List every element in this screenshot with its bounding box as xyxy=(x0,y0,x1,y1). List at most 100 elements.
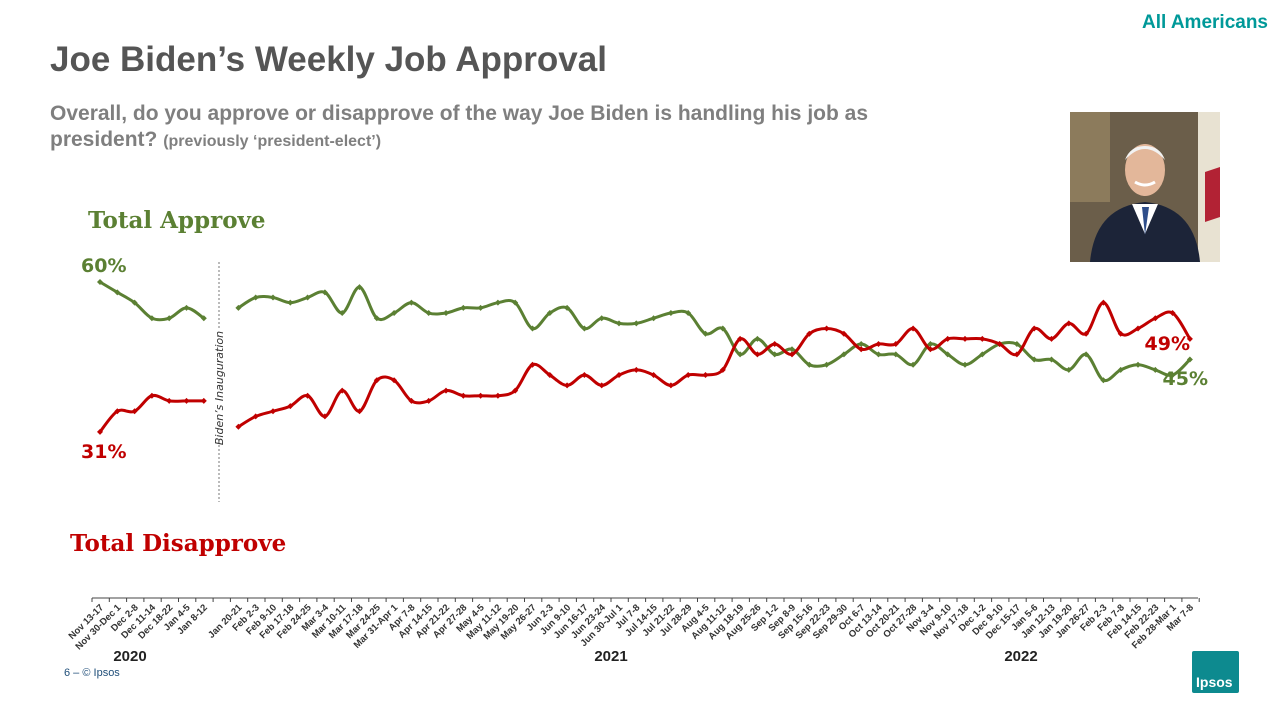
approve-marker xyxy=(702,330,709,337)
approve-marker xyxy=(633,320,640,327)
disapprove-marker xyxy=(771,341,778,348)
disapprove-marker xyxy=(529,361,536,368)
disapprove-marker xyxy=(97,428,103,435)
approve-marker xyxy=(979,351,986,358)
disapprove-marker xyxy=(321,413,328,420)
disapprove-marker xyxy=(287,403,294,410)
disapprove-marker xyxy=(477,392,484,399)
disapprove-marker xyxy=(183,397,190,404)
approve-marker xyxy=(667,310,674,317)
approve-marker xyxy=(910,361,917,368)
approve-marker xyxy=(858,341,865,348)
approve-end-label: 45% xyxy=(1163,368,1208,390)
approve-marker xyxy=(650,315,657,322)
approve-marker xyxy=(1169,372,1176,379)
disapprove-marker xyxy=(581,372,588,379)
disapprove-line xyxy=(237,301,1192,429)
ipsos-logo: Ipsos xyxy=(1192,651,1239,693)
disapprove-marker xyxy=(494,392,501,399)
approve-marker xyxy=(321,289,328,296)
disapprove-marker xyxy=(235,423,242,430)
approve-marker xyxy=(270,294,276,301)
disapprove-marker xyxy=(304,392,311,399)
disapprove-marker xyxy=(1100,299,1107,306)
approve-marker xyxy=(235,304,242,311)
approve-marker xyxy=(460,304,467,311)
approve-marker xyxy=(1186,356,1193,363)
disapprove-marker xyxy=(1083,330,1090,337)
approve-marker xyxy=(494,299,501,306)
approve-marker xyxy=(356,284,363,291)
year-label: 2021 xyxy=(594,648,627,665)
approve-marker xyxy=(425,310,432,317)
disapprove-marker xyxy=(858,346,865,353)
disapprove-marker xyxy=(1169,310,1176,317)
approve-marker xyxy=(581,325,588,332)
approve-marker xyxy=(1135,361,1141,368)
approve-marker xyxy=(1048,356,1055,363)
question-text: Overall, do you approve or disapprove of… xyxy=(50,102,869,151)
approve-marker xyxy=(1065,366,1072,373)
approve-marker xyxy=(962,361,968,368)
approve-line xyxy=(99,280,205,322)
approve-marker xyxy=(477,304,484,311)
approve-marker xyxy=(892,351,899,358)
disapprove-marker xyxy=(754,351,761,358)
approve-marker xyxy=(771,351,778,358)
approve-marker xyxy=(373,315,380,322)
approve-marker xyxy=(1117,366,1124,373)
approve-marker xyxy=(616,320,622,327)
disapprove-marker xyxy=(373,377,380,384)
approve-marker xyxy=(443,310,449,317)
disapprove-marker xyxy=(408,397,415,404)
approve-line xyxy=(237,285,1191,383)
disapprove-marker xyxy=(1186,335,1193,342)
disapprove-marker xyxy=(1117,330,1124,337)
approve-marker xyxy=(391,310,398,317)
approve-marker xyxy=(200,315,207,322)
disapprove-marker xyxy=(270,408,276,415)
disapprove-marker xyxy=(598,382,605,389)
disapprove-marker xyxy=(114,408,121,415)
approve-marker xyxy=(114,289,121,296)
disapprove-marker xyxy=(131,408,138,415)
approve-marker xyxy=(529,325,536,332)
question-note: (previously ‘president-elect’) xyxy=(163,133,382,150)
disapprove-marker xyxy=(1152,315,1159,322)
approve-marker xyxy=(944,351,951,358)
approve-marker xyxy=(166,315,173,322)
disapprove-start-label: 31% xyxy=(81,441,126,463)
disapprove-marker xyxy=(512,387,519,394)
approve-marker xyxy=(927,341,934,348)
approve-marker xyxy=(789,346,795,353)
disapprove-marker xyxy=(1065,320,1072,327)
disapprove-marker xyxy=(944,335,951,342)
approve-marker xyxy=(564,304,571,311)
disapprove-marker xyxy=(1048,335,1055,342)
disapprove-marker xyxy=(443,387,449,394)
approve-marker xyxy=(875,351,882,358)
disapprove-marker xyxy=(667,382,674,389)
approve-marker xyxy=(1083,351,1090,358)
disapprove-marker xyxy=(806,330,813,337)
approve-marker xyxy=(806,361,813,368)
approve-marker xyxy=(512,299,519,306)
disapprove-marker xyxy=(650,372,657,379)
disapprove-marker xyxy=(927,346,934,353)
disapprove-marker xyxy=(356,408,363,415)
legend-disapprove: Total Disapprove xyxy=(70,530,287,557)
disapprove-marker xyxy=(200,397,207,404)
approve-marker xyxy=(719,325,726,332)
approve-marker xyxy=(304,294,311,301)
disapprove-marker xyxy=(1135,325,1141,332)
approve-marker xyxy=(1031,356,1038,363)
disapprove-marker xyxy=(840,330,847,337)
approve-marker xyxy=(546,310,553,317)
disapprove-marker xyxy=(996,341,1003,348)
disapprove-marker xyxy=(875,341,882,348)
logo-text: Ipsos xyxy=(1196,674,1233,690)
disapprove-marker xyxy=(962,335,968,342)
approve-marker xyxy=(131,299,138,306)
approve-marker xyxy=(408,299,415,306)
